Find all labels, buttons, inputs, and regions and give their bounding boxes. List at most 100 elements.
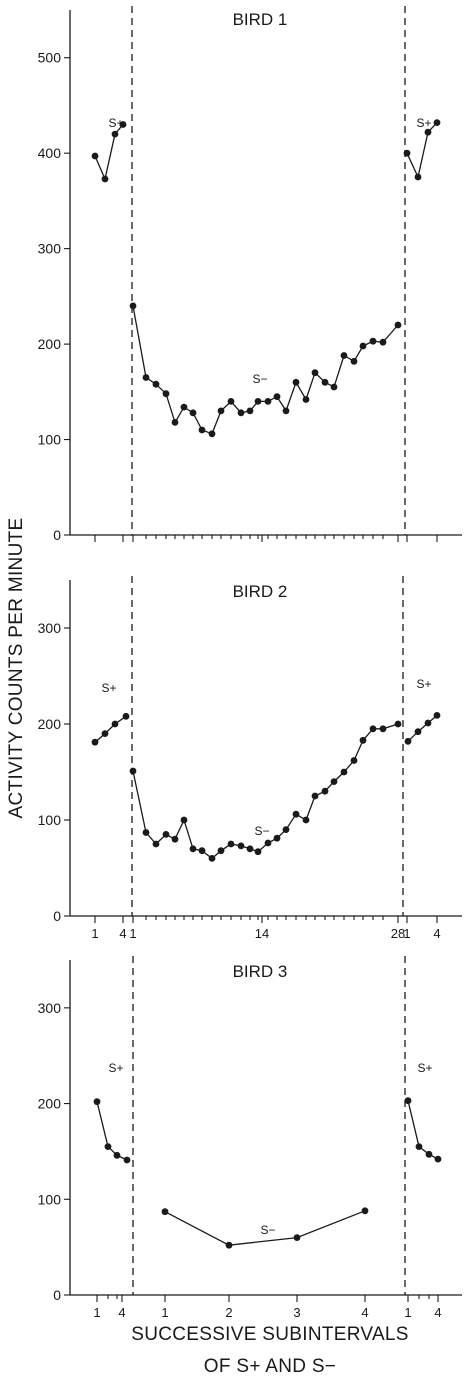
s-plus-label: S+: [108, 116, 123, 130]
s-minus-data-point: [217, 847, 225, 855]
s-minus-data-point: [171, 835, 179, 843]
s-minus-data-point: [311, 792, 319, 800]
s-minus-data-point: [379, 338, 387, 346]
s-minus-data-point: [180, 816, 188, 824]
x-tick-label: 3: [293, 1305, 300, 1320]
s-minus-data-point: [161, 1208, 169, 1216]
s-minus-data-point: [171, 419, 179, 426]
s-minus-data-point: [208, 430, 216, 438]
y-tick-label: 0: [53, 527, 61, 543]
s-plus-data-point: [404, 1097, 412, 1105]
s-minus-label: S−: [254, 824, 269, 838]
s-minus-data-point: [254, 398, 262, 405]
s-plus-series-line: [407, 714, 438, 742]
s-minus-data-point: [350, 757, 358, 764]
s-minus-label: S−: [252, 372, 267, 386]
s-minus-data-point: [282, 407, 290, 415]
s-plus-data-point: [434, 1155, 442, 1163]
y-tick-label: 200: [38, 1096, 62, 1112]
s-plus-data-point: [119, 121, 127, 128]
s-minus-data-point: [142, 374, 150, 381]
s-plus-data-point: [425, 1150, 433, 1158]
s-minus-data-point: [340, 352, 348, 359]
y-tick-label: 300: [38, 241, 62, 257]
s-minus-data-point: [273, 393, 281, 400]
s-minus-label: S−: [260, 1223, 275, 1237]
s-plus-data-point: [403, 149, 411, 157]
s-minus-data-point: [152, 380, 160, 388]
s-minus-data-point: [129, 302, 137, 310]
s-minus-data-point: [217, 407, 225, 415]
s-minus-data-point: [198, 426, 206, 434]
x-tick-label: 4: [433, 926, 440, 941]
x-axis-label-line2: OF S+ AND S−: [204, 1356, 336, 1377]
s-plus-label: S+: [416, 677, 431, 691]
y-tick-label: 300: [38, 620, 62, 636]
s-minus-data-point: [225, 1241, 233, 1249]
s-minus-data-point: [369, 725, 377, 733]
s-minus-data-point: [198, 847, 206, 855]
s-plus-series-line: [406, 122, 438, 180]
y-tick-label: 0: [53, 908, 61, 924]
x-tick-label: 1: [161, 1305, 168, 1320]
s-minus-data-point: [292, 378, 300, 386]
y-tick-label: 200: [38, 716, 62, 732]
x-tick-label: 4: [434, 1305, 441, 1320]
s-minus-data-point: [246, 407, 254, 415]
s-plus-data-point: [101, 730, 109, 737]
s-plus-data-point: [414, 728, 422, 736]
x-axis-label-line1: SUCCESSIVE SUBINTERVALS: [131, 1324, 409, 1345]
x-tick-label: 1: [404, 1305, 411, 1320]
s-plus-label: S+: [416, 116, 431, 130]
s-minus-data-point: [162, 831, 170, 838]
s-plus-data-point: [113, 1151, 121, 1159]
s-minus-data-point: [379, 725, 387, 733]
s-minus-data-point: [264, 839, 272, 847]
x-tick-label: 2: [225, 1305, 232, 1320]
s-minus-data-point: [369, 337, 377, 345]
s-plus-data-point: [433, 712, 441, 719]
x-tick-label: 1: [403, 926, 410, 941]
s-minus-data-point: [189, 845, 197, 853]
s-minus-series-line: [132, 723, 399, 860]
s-minus-data-point: [293, 1234, 301, 1241]
s-minus-data-point: [311, 369, 319, 377]
s-minus-data-point: [394, 321, 402, 329]
s-minus-data-point: [340, 768, 348, 776]
s-plus-data-point: [101, 175, 109, 183]
chart-panel-1: BIRD 1 0 100 200 300 400 500 S+ S− S+: [38, 6, 462, 543]
s-minus-data-point: [208, 855, 216, 862]
y-tick-label: 200: [38, 336, 62, 352]
s-plus-data-point: [91, 738, 99, 746]
y-tick-label: 100: [38, 1191, 62, 1207]
y-axis-label: ACTIVITY COUNTS PER MINUTE: [6, 518, 27, 819]
s-minus-data-point: [237, 842, 245, 850]
x-tick-label: 4: [119, 926, 126, 941]
s-minus-data-point: [152, 840, 160, 848]
s-plus-data-point: [122, 712, 130, 720]
panel-title: BIRD 2: [233, 582, 288, 601]
x-tick-label: 28: [391, 926, 405, 941]
s-plus-data-point: [404, 737, 412, 745]
x-tick-label: 1: [93, 1305, 100, 1320]
s-plus-data-point: [433, 119, 441, 126]
s-plus-series-line: [94, 124, 124, 182]
s-plus-data-point: [91, 152, 99, 160]
s-minus-data-point: [359, 342, 367, 350]
s-plus-label: S+: [101, 681, 116, 695]
s-minus-data-point: [292, 810, 300, 818]
y-tick-label: 500: [38, 50, 62, 66]
s-plus-data-point: [111, 720, 119, 728]
s-plus-series-line: [96, 1101, 128, 1161]
s-minus-data-point: [394, 720, 402, 728]
y-tick-label: 400: [38, 145, 62, 161]
s-minus-data-point: [129, 767, 137, 775]
s-minus-data-point: [189, 409, 197, 417]
x-tick-label: 14: [255, 926, 269, 941]
x-tick-label: 4: [118, 1305, 125, 1320]
s-minus-data-point: [321, 787, 329, 795]
s-plus-series-line: [407, 1100, 439, 1160]
